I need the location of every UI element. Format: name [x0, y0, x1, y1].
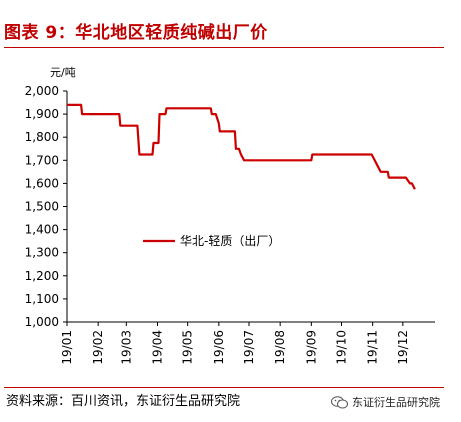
x-tick-label: 19/05 — [181, 330, 195, 365]
figure-title: 图表 9：华北地区轻质纯碱出厂价 — [4, 23, 268, 43]
series-line — [67, 103, 416, 190]
watermark: 东证衍生品研究院 — [331, 394, 440, 410]
watermark-text: 东证衍生品研究院 — [352, 396, 440, 409]
y-tick-label: 1,500 — [25, 200, 59, 214]
x-tick-label: 19/07 — [242, 330, 256, 365]
legend-label: 华北-轻质（出厂） — [180, 234, 280, 248]
x-tick-label: 19/03 — [119, 330, 133, 365]
y-tick-label: 1,400 — [25, 223, 59, 237]
y-tick-label: 1,900 — [25, 107, 59, 121]
y-tick-label: 1,800 — [25, 130, 59, 144]
wechat-icon — [331, 395, 348, 408]
x-tick-label: 19/06 — [212, 330, 226, 365]
y-tick-label: 2,000 — [25, 84, 59, 98]
title-divider — [4, 47, 444, 48]
y-tick-label: 1,700 — [25, 153, 59, 167]
source-note: 资料来源：百川资讯，东证衍生品研究院 — [6, 394, 241, 409]
y-tick-label: 1,100 — [25, 292, 59, 306]
x-tick-label: 19/02 — [91, 330, 105, 365]
x-tick-label: 19/09 — [304, 330, 318, 365]
x-tick-label: 19/04 — [150, 330, 164, 365]
x-tick-label: 19/01 — [60, 330, 74, 365]
x-tick-label: 19/08 — [273, 330, 287, 365]
y-tick-label: 1,300 — [25, 246, 59, 260]
x-tick-label: 19/11 — [366, 330, 380, 365]
y-tick-label: 1,200 — [25, 269, 59, 283]
y-axis-unit-label: 元/吨 — [50, 66, 76, 79]
chart-legend: 华北-轻质（出厂） — [143, 234, 280, 248]
x-tick-label: 19/12 — [396, 330, 410, 365]
y-tick-label: 1,000 — [25, 315, 59, 329]
x-tick-label: 19/10 — [335, 330, 349, 365]
y-tick-label: 1,600 — [25, 176, 59, 190]
footer-divider — [4, 387, 444, 388]
